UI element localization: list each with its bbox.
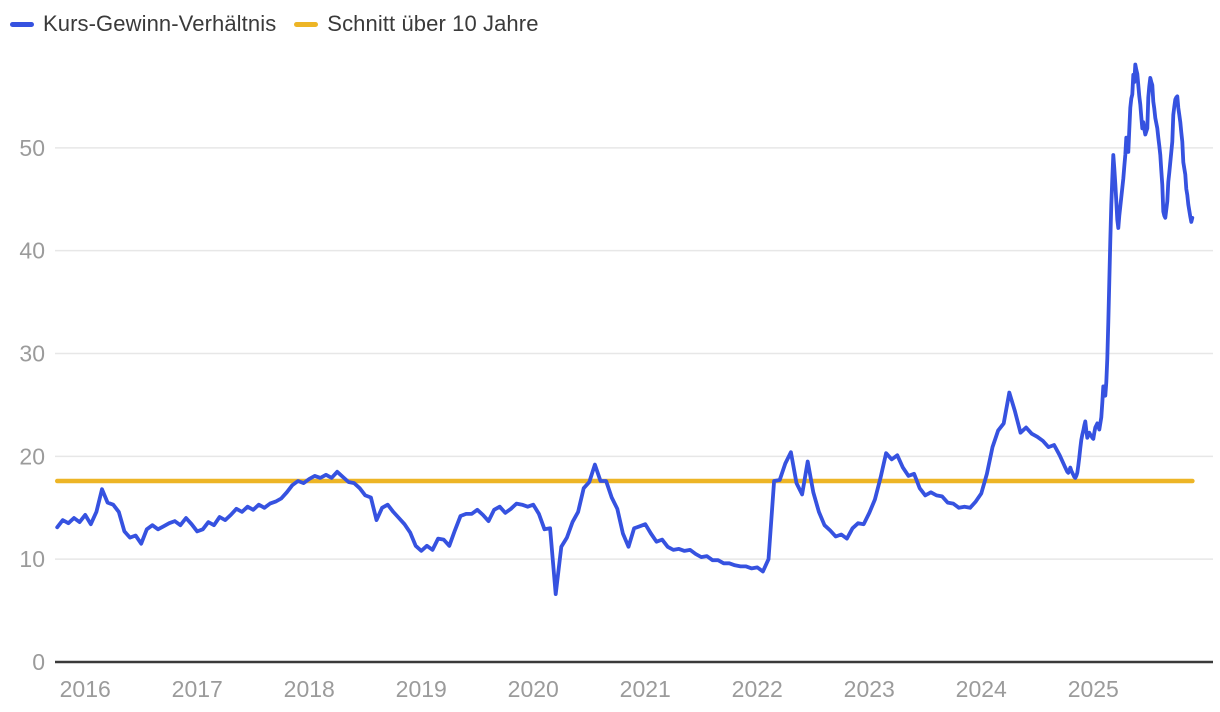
x-axis-tick-label: 2022: [732, 676, 783, 702]
y-axis-tick-label: 30: [19, 341, 45, 367]
legend-swatch-kgv-icon: [10, 21, 34, 27]
y-axis-tick-label: 40: [19, 238, 45, 264]
y-axis-tick-label: 10: [19, 546, 45, 572]
x-axis-tick-label: 2017: [172, 676, 223, 702]
chart-legend: Kurs-Gewinn-Verhältnis Schnitt über 10 J…: [10, 11, 539, 37]
y-axis-tick-label: 20: [19, 443, 45, 469]
legend-label-kgv: Kurs-Gewinn-Verhältnis: [43, 11, 277, 36]
y-axis-tick-label: 0: [32, 649, 45, 675]
x-axis-tick-label: 2023: [844, 676, 895, 702]
x-axis-tick-label: 2021: [620, 676, 671, 702]
x-axis-tick-label: 2024: [956, 676, 1007, 702]
legend-item-kgv[interactable]: Kurs-Gewinn-Verhältnis: [10, 11, 276, 37]
x-axis-tick-label: 2020: [508, 676, 559, 702]
legend-swatch-schnitt-icon: [294, 21, 319, 27]
x-axis-tick-label: 2016: [60, 676, 111, 702]
x-axis-tick-label: 2025: [1068, 676, 1119, 702]
x-axis-tick-label: 2019: [396, 676, 447, 702]
legend-item-schnitt[interactable]: Schnitt über 10 Jahre: [294, 11, 538, 37]
y-axis-tick-label: 50: [19, 135, 45, 161]
kgv-line: [55, 62, 1195, 596]
x-axis-tick-label: 2018: [284, 676, 335, 702]
legend-label-schnitt: Schnitt über 10 Jahre: [327, 11, 539, 36]
